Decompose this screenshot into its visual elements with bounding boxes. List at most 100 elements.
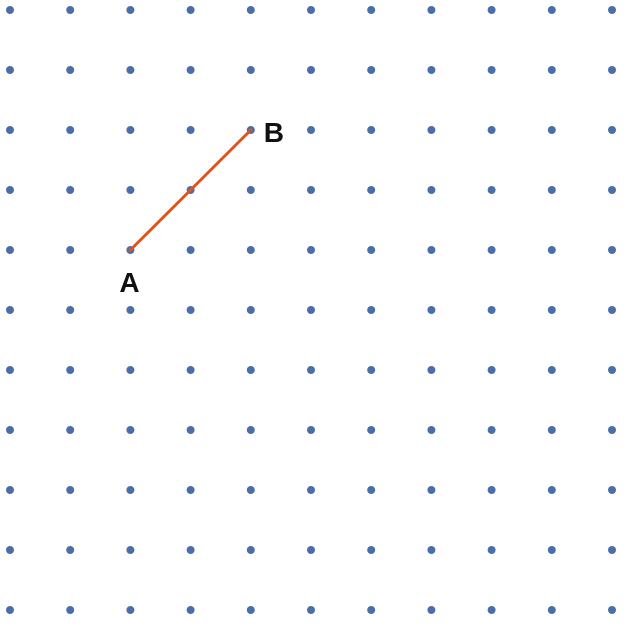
grid-dot xyxy=(547,426,556,434)
grid-dot xyxy=(246,486,255,494)
grid-dot xyxy=(608,126,616,134)
grid-dot xyxy=(307,546,315,554)
grid-dot xyxy=(487,606,496,614)
grid-dot xyxy=(6,486,14,494)
grid-dot xyxy=(66,426,75,434)
grid-dot xyxy=(126,606,135,614)
grid-dot xyxy=(6,126,14,134)
grid-dot xyxy=(608,486,616,494)
grid-dot xyxy=(427,186,436,194)
grid-dot xyxy=(186,606,195,614)
grid-dot xyxy=(186,426,195,434)
grid-dot xyxy=(608,6,616,14)
grid-dot xyxy=(487,6,496,14)
grid-dot xyxy=(307,366,315,374)
grid-dot xyxy=(487,366,496,374)
grid-dot xyxy=(6,246,14,254)
grid-dot xyxy=(6,186,14,194)
grid-dot xyxy=(427,486,436,494)
grid-dot xyxy=(367,366,376,374)
grid-dot xyxy=(307,426,315,434)
grid-dot xyxy=(66,366,75,374)
grid-dot xyxy=(307,186,315,194)
grid-dot xyxy=(608,66,616,74)
grid-dot xyxy=(487,186,496,194)
grid-dot xyxy=(246,426,255,434)
grid-dot xyxy=(427,66,436,74)
grid-dot xyxy=(186,126,195,134)
grid-dot xyxy=(126,186,135,194)
grid-dot xyxy=(427,6,436,14)
grid-dot xyxy=(367,246,376,254)
grid-dot xyxy=(246,66,255,74)
grid-dot xyxy=(126,366,135,374)
grid-dot xyxy=(307,6,315,14)
grid-dot xyxy=(487,126,496,134)
grid-dot xyxy=(487,486,496,494)
grid-dot xyxy=(367,546,376,554)
grid-dot xyxy=(186,486,195,494)
grid-dot xyxy=(427,126,436,134)
grid-dot xyxy=(367,126,376,134)
grid-dot xyxy=(66,546,75,554)
grid-dot xyxy=(608,606,616,614)
grid-dot xyxy=(427,426,436,434)
grid-dot xyxy=(367,426,376,434)
grid-dot xyxy=(608,366,616,374)
grid-dot xyxy=(66,606,75,614)
grid-dot xyxy=(186,246,195,254)
grid-dot xyxy=(608,546,616,554)
grid-dot xyxy=(66,186,75,194)
grid-dot xyxy=(66,126,75,134)
grid-dot xyxy=(186,546,195,554)
grid-dot xyxy=(126,426,135,434)
grid-dot xyxy=(66,246,75,254)
grid-dot xyxy=(367,606,376,614)
grid-dot xyxy=(487,246,496,254)
grid-dot xyxy=(6,306,14,314)
grid-dot xyxy=(487,546,496,554)
grid-dot xyxy=(307,306,315,314)
grid-dot xyxy=(186,66,195,74)
grid-dot xyxy=(66,306,75,314)
grid-dot xyxy=(126,66,135,74)
grid-dot xyxy=(547,606,556,614)
grid-dot xyxy=(547,66,556,74)
grid-dot xyxy=(367,66,376,74)
grid-dot xyxy=(547,6,556,14)
grid-dots xyxy=(6,6,616,614)
grid-dot xyxy=(307,66,315,74)
grid-dot xyxy=(367,486,376,494)
grid-dot xyxy=(126,306,135,314)
segment-ab xyxy=(128,128,253,252)
grid-dot xyxy=(66,6,75,14)
grid-dot xyxy=(307,486,315,494)
grid-dot xyxy=(66,66,75,74)
grid-dot xyxy=(547,246,556,254)
grid-dot xyxy=(367,306,376,314)
grid-dot xyxy=(367,6,376,14)
grid-dot xyxy=(487,306,496,314)
grid-dot xyxy=(427,546,436,554)
grid-dot xyxy=(427,306,436,314)
grid-dot xyxy=(547,546,556,554)
grid-dot xyxy=(367,186,376,194)
grid-dot xyxy=(608,306,616,314)
grid-dot xyxy=(608,246,616,254)
grid-dot xyxy=(547,186,556,194)
grid-dot xyxy=(126,6,135,14)
grid-dot xyxy=(608,186,616,194)
grid-dot xyxy=(66,486,75,494)
grid-dot xyxy=(126,486,135,494)
grid-dot xyxy=(427,606,436,614)
grid-dot xyxy=(246,606,255,614)
grid-dot xyxy=(487,426,496,434)
point-a-label: A xyxy=(119,267,139,298)
grid-dot xyxy=(307,606,315,614)
grid-dot xyxy=(126,546,135,554)
grid-dot xyxy=(186,366,195,374)
grid-dot xyxy=(608,426,616,434)
grid-dot xyxy=(246,186,255,194)
grid-dot xyxy=(246,246,255,254)
